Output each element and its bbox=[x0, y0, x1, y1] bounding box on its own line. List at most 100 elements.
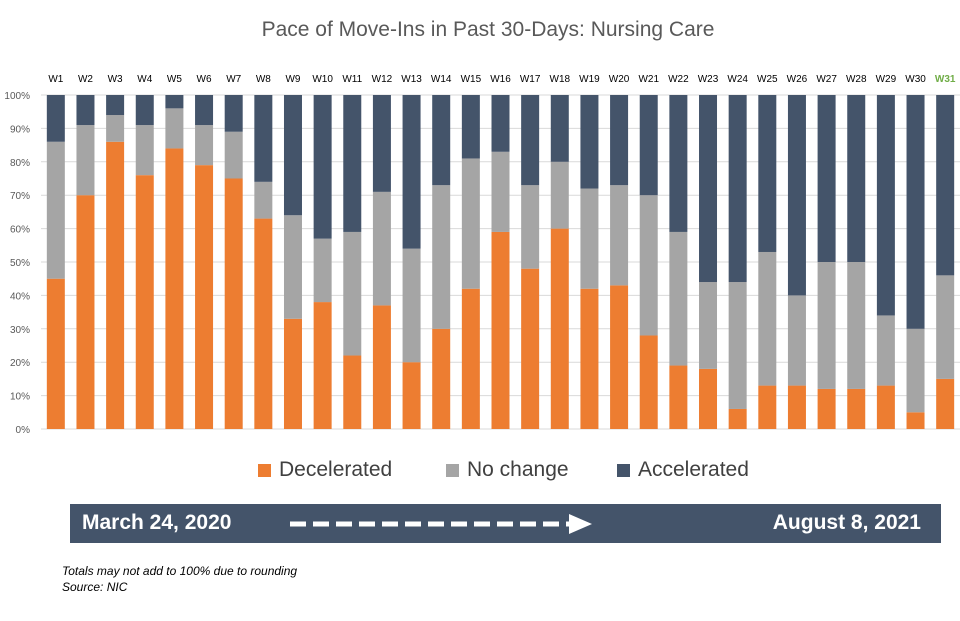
legend-swatch-no-change bbox=[446, 463, 459, 477]
bar-segment-decelerated bbox=[491, 231, 510, 429]
bar-segment-accelerated bbox=[580, 95, 599, 189]
x-category-label: W3 bbox=[108, 74, 123, 85]
bar-segment-no-change bbox=[461, 158, 480, 289]
bar-segment-no-change bbox=[135, 125, 154, 176]
bar-segment-decelerated bbox=[580, 288, 599, 429]
bar-segment-decelerated bbox=[283, 318, 302, 429]
bar-segment-no-change bbox=[343, 231, 362, 356]
bar-segment-decelerated bbox=[906, 412, 925, 429]
legend-label-accelerated: Accelerated bbox=[638, 458, 749, 481]
bar-segment-decelerated bbox=[461, 288, 480, 429]
bar-segment-no-change bbox=[313, 238, 332, 303]
y-tick-label: 10% bbox=[10, 392, 30, 403]
y-tick-label: 70% bbox=[10, 191, 30, 202]
x-category-label: W18 bbox=[550, 74, 571, 85]
bar-segment-accelerated bbox=[847, 95, 866, 262]
x-category-label: W24 bbox=[727, 74, 748, 85]
bar-segment-no-change bbox=[432, 185, 451, 329]
y-tick-label: 60% bbox=[10, 225, 30, 236]
bar-segment-no-change bbox=[728, 282, 747, 409]
x-category-label: W15 bbox=[461, 74, 482, 85]
rounding-note: Totals may not add to 100% due to roundi… bbox=[62, 564, 298, 578]
bar-segment-decelerated bbox=[610, 285, 629, 429]
bar-segment-accelerated bbox=[106, 95, 125, 116]
x-category-label: W28 bbox=[846, 74, 867, 85]
x-category-label: W4 bbox=[137, 74, 152, 85]
bar-segment-decelerated bbox=[699, 368, 718, 429]
bar-segment-accelerated bbox=[402, 95, 421, 249]
bar-segment-decelerated bbox=[402, 362, 421, 429]
x-category-label: W10 bbox=[312, 74, 333, 85]
bar-segment-decelerated bbox=[76, 195, 95, 429]
legend-label-decelerated: Decelerated bbox=[279, 458, 393, 481]
bar-segment-decelerated bbox=[876, 385, 895, 429]
bar-segment-no-change bbox=[906, 328, 925, 413]
bar-segment-no-change bbox=[165, 108, 184, 149]
x-category-label: W30 bbox=[905, 74, 926, 85]
bar-segment-accelerated bbox=[165, 95, 184, 109]
bar-segment-decelerated bbox=[372, 305, 391, 429]
legend-item-no-change: No change bbox=[446, 458, 569, 482]
bar-segment-decelerated bbox=[254, 218, 273, 429]
bar-segment-decelerated bbox=[135, 175, 154, 429]
y-tick-label: 20% bbox=[10, 358, 30, 369]
bar-segment-no-change bbox=[46, 141, 65, 279]
bar-segment-accelerated bbox=[728, 95, 747, 283]
bar-segment-decelerated bbox=[46, 278, 65, 429]
bar-segment-accelerated bbox=[491, 95, 510, 152]
bar-segment-no-change bbox=[580, 188, 599, 289]
x-category-label: W26 bbox=[787, 74, 808, 85]
bar-segment-no-change bbox=[224, 131, 243, 179]
x-category-label: W11 bbox=[342, 74, 362, 85]
bar-segment-accelerated bbox=[936, 95, 955, 276]
stacked-bar-chart: 0% 10% 20% 30% 40% 50% 60% 70% 80% 90% 100% W1 W2 W3… bbox=[4, 74, 960, 436]
bar-segment-decelerated bbox=[728, 408, 747, 429]
bar-segment-no-change bbox=[402, 248, 421, 363]
x-category-label: W6 bbox=[197, 74, 212, 85]
x-category-label: W16 bbox=[490, 74, 511, 85]
dashed-right-arrow-icon bbox=[290, 514, 592, 534]
x-category-label: W27 bbox=[816, 74, 837, 85]
bar-segment-decelerated bbox=[847, 388, 866, 429]
bar-segment-accelerated bbox=[76, 95, 95, 126]
y-tick-label: 30% bbox=[10, 325, 30, 336]
bar-segment-decelerated bbox=[669, 365, 688, 429]
x-category-label: W21 bbox=[638, 74, 659, 85]
bar-segment-no-change bbox=[847, 262, 866, 389]
end-date-label: August 8, 2021 bbox=[772, 511, 921, 534]
bar-segment-accelerated bbox=[372, 95, 391, 192]
bar-segment-no-change bbox=[254, 181, 273, 219]
bar-segment-no-change bbox=[639, 195, 658, 336]
legend: Decelerated No change Accelerated bbox=[0, 458, 960, 488]
chart-title: Pace of Move-Ins in Past 30-Days: Nursin… bbox=[261, 18, 715, 41]
bar-segment-decelerated bbox=[313, 302, 332, 429]
bar-segment-decelerated bbox=[817, 388, 836, 429]
x-category-label: W17 bbox=[520, 74, 541, 85]
bar-segment-accelerated bbox=[195, 95, 214, 126]
bar-segment-accelerated bbox=[787, 95, 806, 296]
bar-segment-decelerated bbox=[936, 378, 955, 429]
x-category-label: W25 bbox=[757, 74, 778, 85]
bar-segment-decelerated bbox=[639, 335, 658, 429]
bar-segment-accelerated bbox=[817, 95, 836, 262]
y-tick-label: 90% bbox=[10, 124, 30, 135]
bar-segment-no-change bbox=[372, 191, 391, 306]
x-category-label: W9 bbox=[285, 74, 300, 85]
x-category-label: W20 bbox=[609, 74, 630, 85]
bar-segment-no-change bbox=[876, 315, 895, 386]
legend-label-no-change: No change bbox=[467, 458, 569, 481]
legend-item-accelerated: Accelerated bbox=[617, 458, 749, 482]
bar-segment-accelerated bbox=[550, 95, 569, 162]
bar-segment-decelerated bbox=[758, 385, 777, 429]
bar-segment-accelerated bbox=[699, 95, 718, 283]
bar-segment-accelerated bbox=[610, 95, 629, 186]
bar-segment-accelerated bbox=[432, 95, 451, 186]
legend-item-decelerated: Decelerated bbox=[258, 458, 392, 482]
bar-segment-no-change bbox=[491, 151, 510, 232]
bar-segment-accelerated bbox=[669, 95, 688, 232]
bar-segment-no-change bbox=[106, 115, 125, 142]
bar-segment-no-change bbox=[699, 282, 718, 369]
bar-segment-accelerated bbox=[639, 95, 658, 196]
date-range-banner: March 24, 2020 August 8, 2021 bbox=[70, 504, 941, 543]
x-category-label: W13 bbox=[401, 74, 422, 85]
